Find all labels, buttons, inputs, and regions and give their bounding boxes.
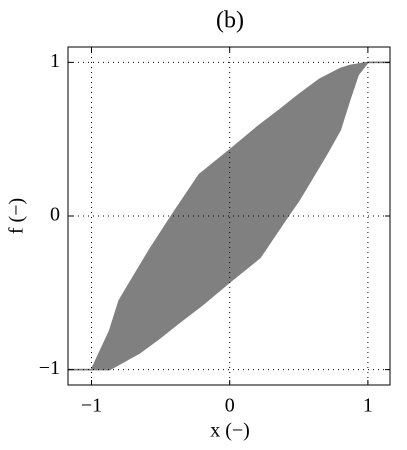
- plot-frame: [67, 46, 391, 386]
- y-tick-label: 0: [50, 204, 60, 226]
- x-tick-label: 0: [225, 395, 235, 417]
- x-tick-label: −1: [81, 395, 102, 417]
- y-axis-label: f (−): [6, 198, 28, 234]
- y-tick-label: −1: [39, 357, 60, 379]
- chart-title: (b): [216, 8, 244, 34]
- x-axis-label: x (−): [210, 420, 250, 442]
- y-tick-label: 1: [50, 50, 60, 72]
- area-boundary: [68, 61, 390, 371]
- area-boundary: [68, 61, 390, 371]
- x-tick-label: 1: [363, 395, 373, 417]
